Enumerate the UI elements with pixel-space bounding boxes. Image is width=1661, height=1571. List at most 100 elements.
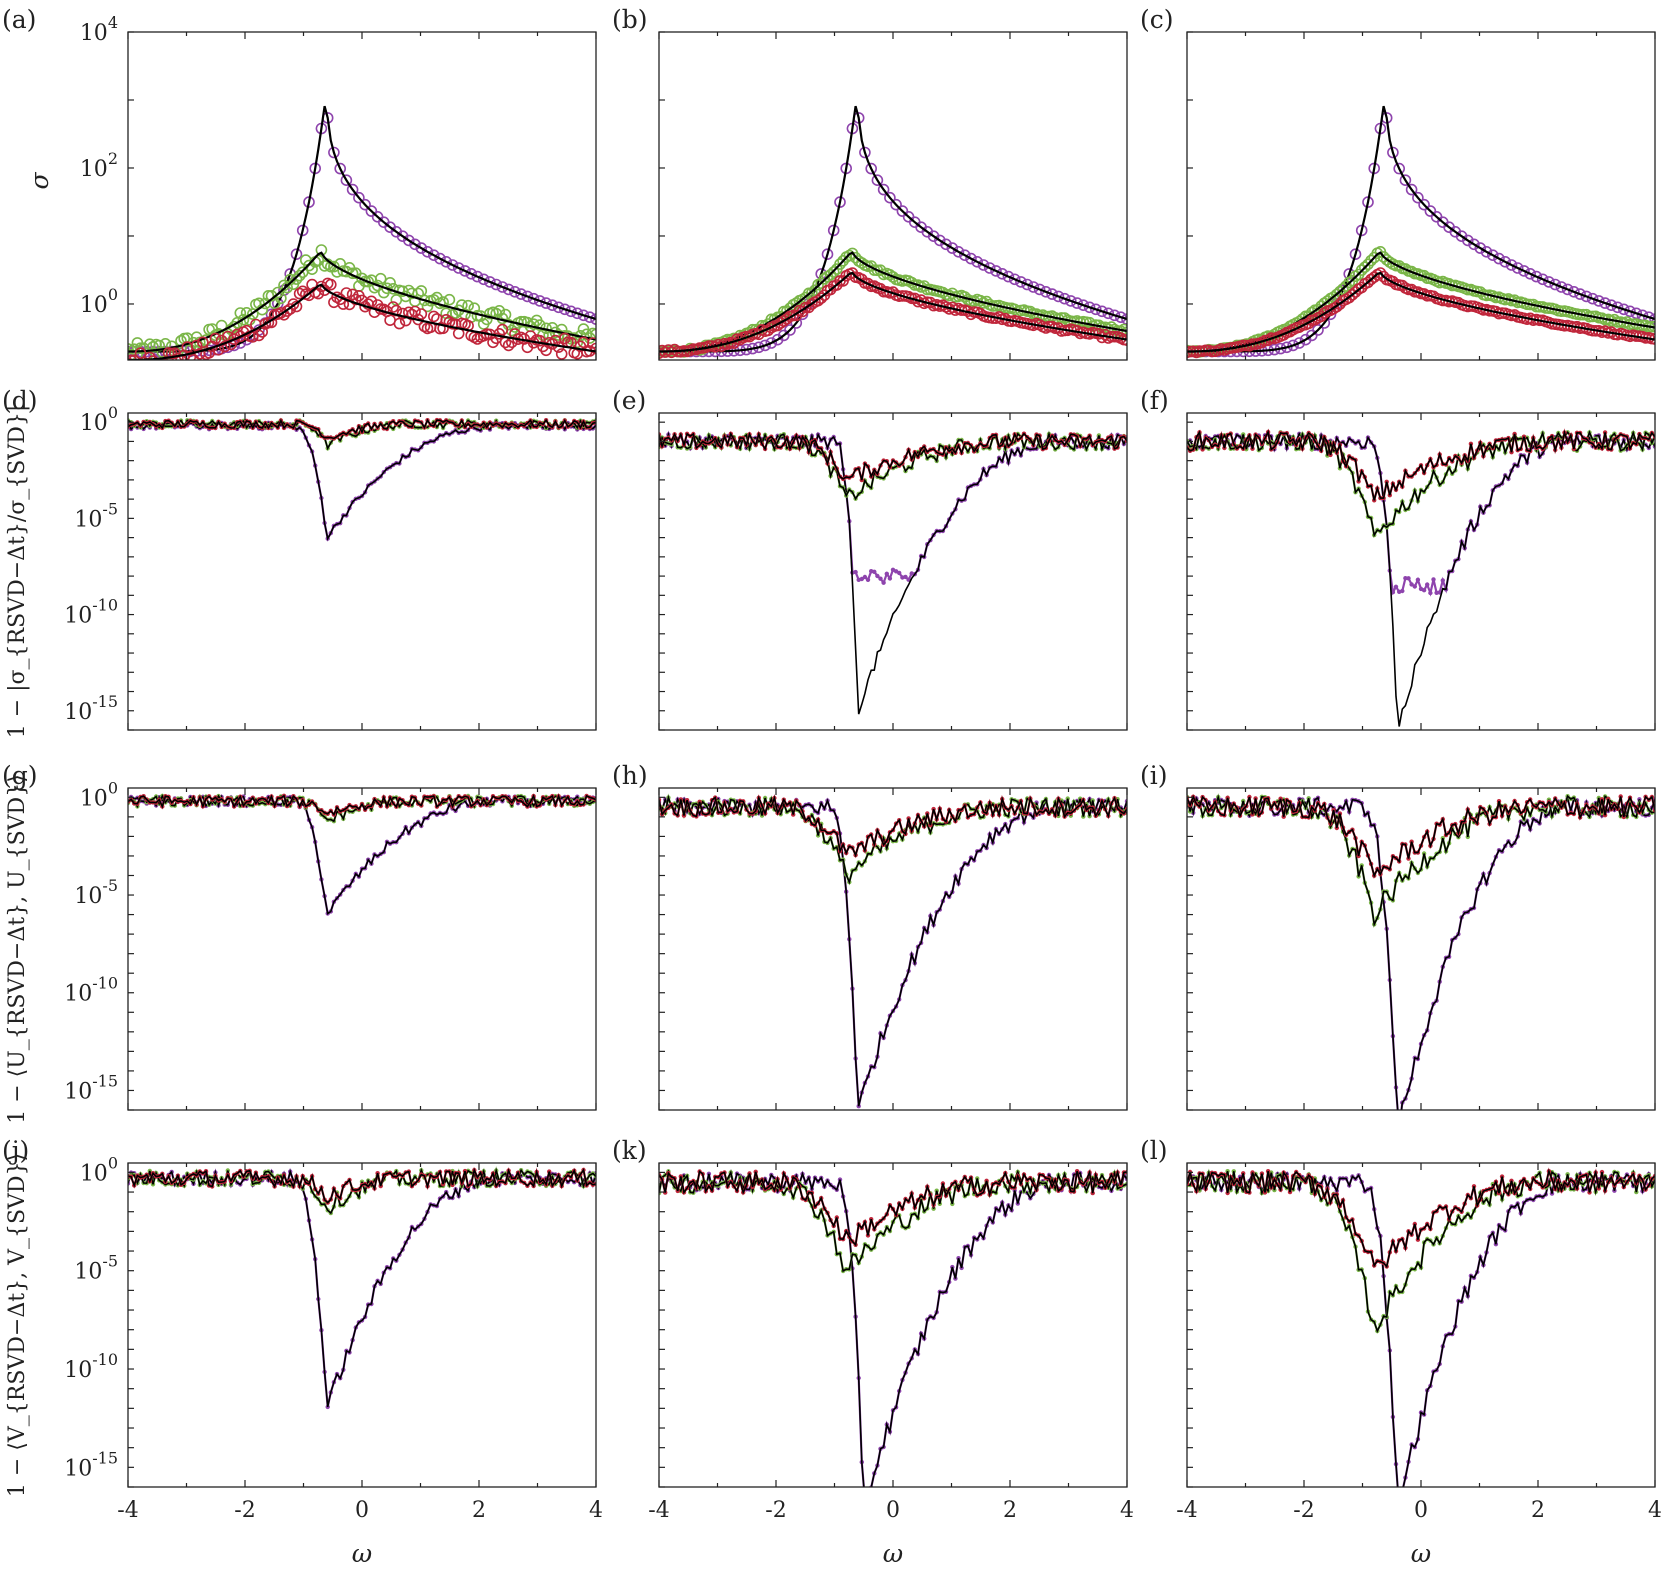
data-point: [1121, 334, 1127, 346]
series-red: [128, 1166, 596, 1205]
data-point: [1033, 283, 1046, 296]
data-point: [1355, 224, 1368, 237]
data-point: [555, 348, 568, 360]
data-point: [234, 307, 247, 319]
series-line: [128, 793, 596, 916]
panel-c: (c): [1140, 5, 1656, 361]
x-tick-label: -2: [234, 1498, 255, 1523]
panel-b: (b): [612, 5, 1128, 361]
data-point: [142, 363, 152, 373]
data-point: [172, 352, 184, 360]
series-line: [659, 430, 1127, 585]
data-point: [415, 308, 428, 320]
data-point: [1405, 183, 1418, 196]
panel-label: (f): [1140, 386, 1169, 415]
data-point: [387, 301, 400, 313]
data-point: [790, 297, 803, 309]
data-point: [440, 255, 453, 268]
data-point: [877, 183, 890, 196]
data-point: [349, 293, 362, 306]
y-tick-label: 10-5: [74, 876, 118, 909]
data-point: [552, 301, 565, 314]
data-point: [1487, 249, 1499, 261]
data-point: [365, 295, 378, 308]
data-point: [218, 340, 231, 353]
data-point: [871, 174, 884, 186]
panel-f: (f): [1140, 386, 1656, 731]
data-point: [1524, 267, 1536, 280]
data-point: [496, 281, 509, 293]
reference-line: [1187, 432, 1655, 727]
plot-area: [128, 792, 596, 916]
data-point: [1071, 297, 1083, 309]
data-point: [427, 310, 440, 323]
data-point: [521, 290, 534, 303]
data-point: [1568, 285, 1580, 298]
x-tick-label: 4: [589, 1498, 603, 1523]
data-point: [1543, 276, 1555, 288]
data-point: [1331, 300, 1343, 313]
data-point: [878, 576, 883, 581]
data-point: [1505, 259, 1518, 271]
data-point: [874, 282, 887, 295]
data-point: [381, 282, 393, 295]
reference-line: [128, 418, 596, 440]
series-purple: [659, 796, 1127, 1109]
reference-line: [128, 793, 596, 817]
data-point: [393, 317, 406, 330]
data-point: [1337, 283, 1349, 295]
data-point: [480, 313, 493, 326]
data-point: [502, 339, 515, 352]
data-point: [790, 317, 803, 329]
data-point: [1468, 238, 1480, 251]
data-point: [1511, 262, 1524, 274]
data-point: [540, 344, 552, 357]
plot-area: [659, 793, 1127, 1109]
data-point: [340, 174, 353, 186]
data-point: [359, 198, 371, 211]
data-point: [862, 574, 868, 580]
data-point: [818, 272, 831, 285]
plot-area: [1187, 793, 1655, 1110]
data-point: [940, 238, 952, 251]
data-point: [990, 265, 1002, 277]
data-point: [253, 329, 265, 342]
reference-line: [659, 271, 1127, 353]
reference-line: [128, 1167, 596, 1215]
data-point: [759, 339, 771, 352]
y-tick-label: 102: [80, 149, 118, 182]
axis-frame: [1186, 412, 1656, 731]
data-point: [977, 259, 990, 271]
data-point: [1346, 288, 1359, 301]
data-point: [1399, 174, 1412, 186]
reference-line: [1187, 794, 1655, 879]
data-point: [540, 297, 552, 309]
series-purple: [128, 420, 596, 542]
reference-line: [1187, 429, 1655, 501]
data-point: [1355, 264, 1368, 276]
data-point: [340, 287, 353, 299]
data-point: [290, 248, 303, 260]
data-point: [1412, 584, 1418, 589]
reference-line: [659, 431, 1127, 715]
panel-k: -4 -2 0 2 4(k): [612, 1136, 1134, 1523]
data-point: [1555, 281, 1568, 293]
data-point: [1387, 275, 1399, 288]
data-point: [933, 234, 946, 247]
data-point: [1115, 311, 1127, 324]
data-point: [853, 569, 858, 575]
data-point: [1393, 260, 1405, 272]
data-point: [1027, 281, 1040, 293]
data-point: [437, 296, 449, 308]
x-tick-label: 0: [355, 1498, 369, 1523]
y-tick-label: 100: [80, 778, 118, 811]
data-point: [477, 273, 490, 286]
data-point: [324, 278, 337, 291]
data-point: [1499, 255, 1511, 268]
series-green: [1187, 793, 1655, 929]
y-tick-label: 10-15: [64, 1448, 118, 1481]
